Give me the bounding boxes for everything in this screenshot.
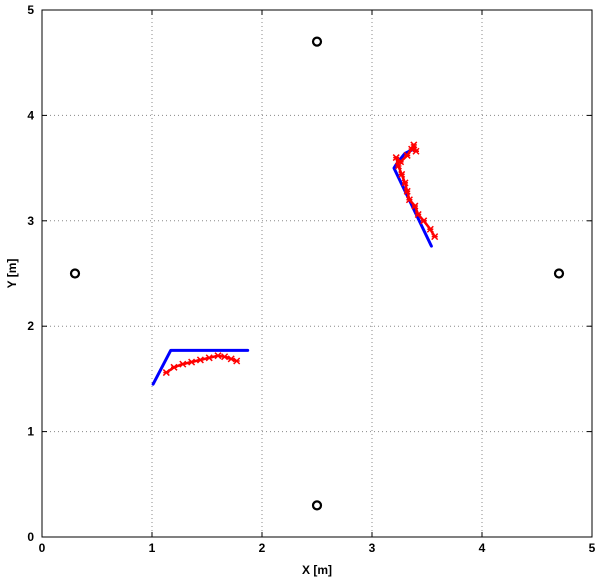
reference-path bbox=[151, 348, 250, 386]
beacon-marker bbox=[311, 36, 323, 47]
measured-point bbox=[394, 162, 402, 170]
measured-path bbox=[165, 354, 238, 374]
y-tick-label: 4 bbox=[27, 108, 34, 122]
data-layer bbox=[69, 36, 565, 511]
measured-point bbox=[397, 158, 405, 166]
x-axis-label: X [m] bbox=[302, 563, 332, 577]
y-axis-label: Y [m] bbox=[5, 259, 19, 289]
x-tick-label: 5 bbox=[589, 541, 596, 555]
measured-point bbox=[233, 357, 241, 365]
measured-point bbox=[401, 179, 409, 187]
x-tick-label: 2 bbox=[259, 541, 266, 555]
x-tick-label: 3 bbox=[369, 541, 376, 555]
measured-point bbox=[227, 355, 235, 363]
y-tick-label: 2 bbox=[27, 319, 34, 333]
measured-point bbox=[412, 147, 420, 155]
y-tick-label: 1 bbox=[27, 425, 34, 439]
measured-point bbox=[405, 196, 413, 204]
plot-frame bbox=[41, 9, 593, 538]
measured-point bbox=[410, 141, 418, 149]
tick-labels: 0 1 2 3 4 5 0 1 2 3 4 5 bbox=[27, 3, 595, 555]
measured-point bbox=[196, 356, 204, 364]
y-tick-label: 0 bbox=[27, 530, 34, 544]
x-tick-label: 4 bbox=[479, 541, 486, 555]
measured-point bbox=[170, 363, 178, 371]
measured-point bbox=[414, 210, 422, 219]
measured-point bbox=[426, 225, 434, 233]
beacon-marker bbox=[311, 500, 323, 511]
measured-point bbox=[179, 360, 187, 368]
measured-point bbox=[214, 352, 222, 360]
grid-lines bbox=[42, 10, 592, 537]
measured-point bbox=[188, 358, 196, 366]
measured-point bbox=[205, 354, 213, 362]
measured-point bbox=[411, 202, 419, 210]
x-tick-label: 0 bbox=[39, 541, 46, 555]
measured-point bbox=[221, 353, 229, 361]
measured-point bbox=[420, 217, 428, 225]
measured-point bbox=[398, 170, 406, 178]
measured-point bbox=[162, 369, 170, 377]
y-tick-label: 3 bbox=[27, 214, 34, 228]
beacon-marker bbox=[553, 268, 565, 279]
y-tick-label: 5 bbox=[27, 3, 34, 17]
measured-point bbox=[403, 151, 411, 159]
measured-point bbox=[403, 187, 411, 195]
measured-point bbox=[431, 233, 439, 241]
x-tick-label: 1 bbox=[149, 541, 156, 555]
beacon-marker bbox=[69, 268, 81, 279]
